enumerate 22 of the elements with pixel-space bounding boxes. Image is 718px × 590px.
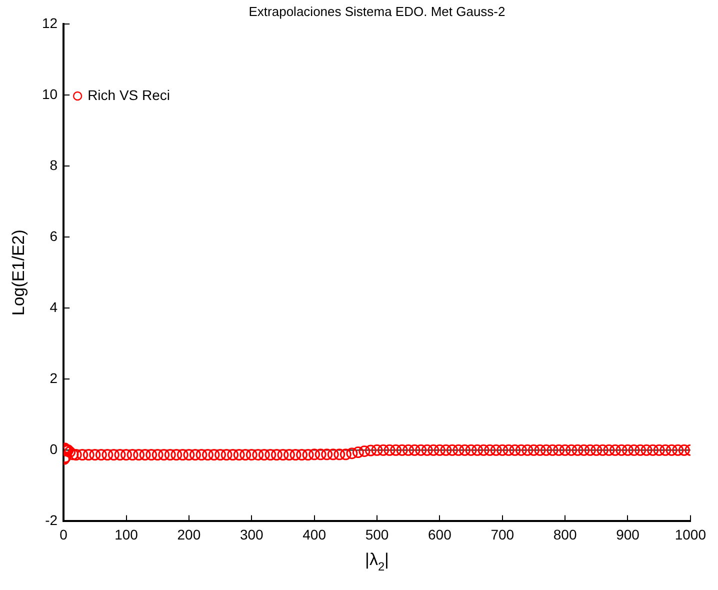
x-tick-label: 800 [553, 526, 577, 542]
x-tick-label: 400 [302, 526, 326, 542]
x-tick-label: 900 [616, 526, 640, 542]
x-tick-label: 300 [240, 526, 264, 542]
y-axis-title: Log(E1/E2) [9, 230, 28, 316]
x-tick-label: 700 [490, 526, 514, 542]
x-tick-label: 500 [365, 526, 389, 542]
y-tick-label: 10 [42, 86, 58, 102]
y-tick-label: 6 [50, 228, 58, 244]
y-tick-label: 4 [50, 298, 58, 315]
y-tick-label: 12 [42, 14, 58, 31]
chart-title: Extrapolaciones Sistema EDO. Met Gauss-2 [248, 4, 506, 19]
x-tick-label: 600 [428, 526, 452, 542]
legend-label: Rich VS Reci [88, 86, 170, 103]
y-tick-label: 0 [50, 441, 58, 458]
x-tick-label: 200 [177, 526, 201, 542]
x-tick-label: 0 [60, 526, 68, 542]
x-tick-label: 1000 [674, 526, 706, 542]
y-tick-label: 8 [50, 156, 58, 173]
y-tick-label: -2 [45, 512, 58, 528]
x-tick-label: 100 [114, 526, 138, 542]
y-tick-label: 2 [50, 370, 58, 386]
